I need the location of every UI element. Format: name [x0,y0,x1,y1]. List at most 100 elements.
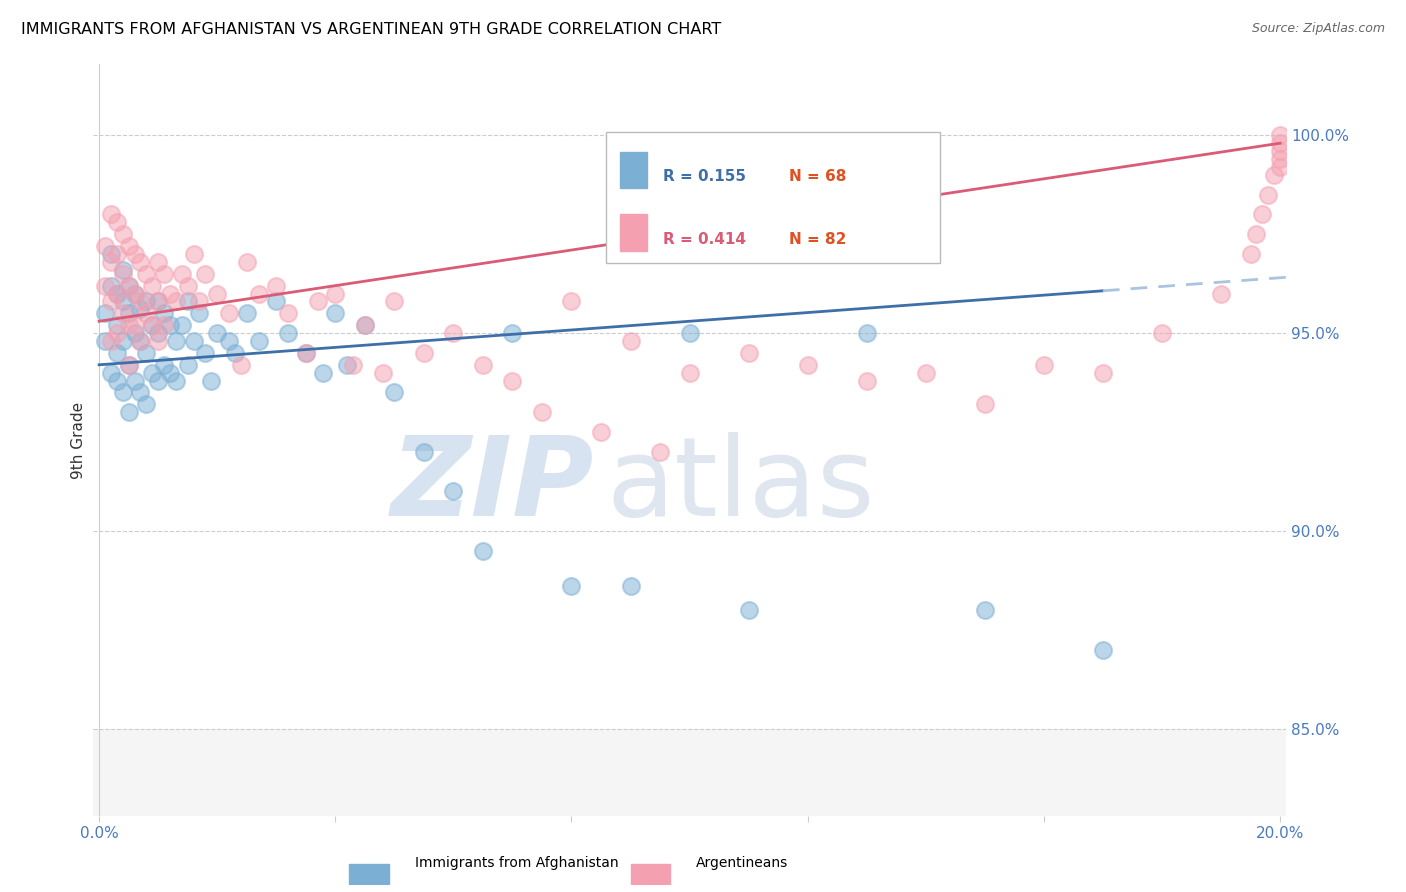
Point [501,326,523,340]
Point [371,366,394,380]
Point [441,326,464,340]
Point [855,374,877,388]
Point [146,334,169,348]
Point [1032,358,1054,372]
Text: N = 68: N = 68 [789,169,846,185]
Point [235,255,257,269]
Text: ZIP: ZIP [391,432,595,539]
Point [501,374,523,388]
Point [353,318,375,333]
Bar [620,152,647,188]
Point [100,278,122,293]
Text: IMMIGRANTS FROM AFGHANISTAN VS ARGENTINEAN 9TH GRADE CORRELATION CHART: IMMIGRANTS FROM AFGHANISTAN VS ARGENTINE… [21,22,721,37]
Point [100,334,122,348]
Point [1091,642,1114,657]
Point [129,385,152,400]
Point [170,267,193,281]
Point [105,346,128,360]
Point [111,262,134,277]
Point [218,306,240,320]
Point [135,294,157,309]
Point [111,334,134,348]
Point [129,294,152,309]
Point [336,358,359,372]
Point [141,366,163,380]
Point [855,326,877,340]
Point [105,286,128,301]
Point [589,425,612,439]
Y-axis label: 9th Grade: 9th Grade [72,401,86,478]
Point [619,579,641,593]
Point [165,294,187,309]
Text: N = 82: N = 82 [789,232,846,247]
Point [100,255,122,269]
Point [560,579,582,593]
Point [619,334,641,348]
Point [277,326,299,340]
Point [105,286,128,301]
Point [218,334,240,348]
Point [129,334,152,348]
Point [277,306,299,320]
Point [200,374,222,388]
Point [117,358,139,372]
Point [153,267,176,281]
Point [342,358,364,372]
Point [312,366,335,380]
Point [188,306,211,320]
Point [124,286,146,301]
Point [194,346,217,360]
Point [117,278,139,293]
Text: Argentineans: Argentineans [696,856,789,871]
Point [471,543,494,558]
Point [135,346,157,360]
Point [146,294,169,309]
Point [141,278,163,293]
Point [264,294,287,309]
Point [1251,207,1274,221]
Point [1268,128,1291,143]
Point [141,318,163,333]
Point [1268,160,1291,174]
Point [183,247,205,261]
Point [678,326,700,340]
Point [914,366,936,380]
Point [100,247,122,261]
Point [124,247,146,261]
Point [117,306,139,320]
Point [1209,286,1232,301]
Point [229,358,252,372]
Point [176,278,198,293]
Point [1257,187,1279,202]
Point [94,239,117,253]
Point [1150,326,1173,340]
Point [247,286,270,301]
Point [135,397,157,411]
Point [94,278,117,293]
Point [153,358,176,372]
Point [176,358,198,372]
Point [796,358,818,372]
Point [117,405,139,419]
Bar [630,863,671,884]
Bar [349,863,388,884]
Point [294,346,316,360]
Point [1268,152,1291,166]
Point [1268,136,1291,151]
Point [323,286,346,301]
Point [678,366,700,380]
Point [973,603,995,617]
Point [1268,144,1291,158]
Point [111,267,134,281]
Point [165,334,187,348]
Point [146,374,169,388]
Point [648,445,671,459]
Point [247,334,270,348]
Point [165,374,187,388]
Point [412,445,434,459]
Point [194,267,217,281]
Point [170,318,193,333]
Point [183,334,205,348]
Text: atlas: atlas [606,432,875,539]
Point [235,306,257,320]
